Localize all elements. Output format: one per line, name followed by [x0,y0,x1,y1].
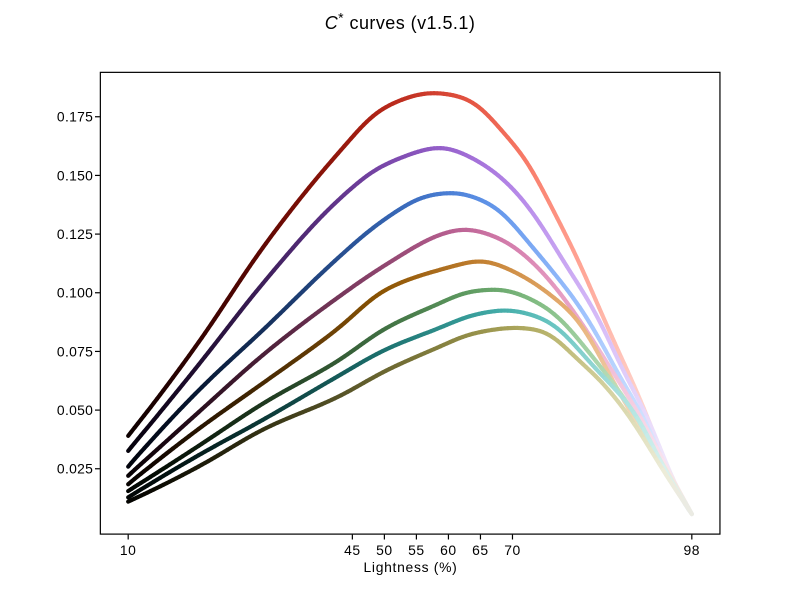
svg-text:0.175: 0.175 [57,109,93,125]
svg-text:0.100: 0.100 [57,285,93,301]
svg-text:0.075: 0.075 [57,343,93,359]
svg-text:65: 65 [472,542,489,558]
svg-text:Lightness (%): Lightness (%) [363,559,457,575]
svg-text:0.025: 0.025 [57,461,93,477]
svg-text:60: 60 [440,542,457,558]
svg-text:0.150: 0.150 [57,167,93,183]
svg-text:50: 50 [376,542,393,558]
svg-text:45: 45 [344,542,361,558]
svg-text:0.125: 0.125 [57,226,93,242]
svg-text:0.050: 0.050 [57,402,93,418]
svg-text:70: 70 [504,542,521,558]
svg-text:98: 98 [684,542,701,558]
svg-text:55: 55 [408,542,425,558]
svg-text:10: 10 [120,542,137,558]
svg-text:C* curves (v1.5.1): C* curves (v1.5.1) [325,10,476,33]
